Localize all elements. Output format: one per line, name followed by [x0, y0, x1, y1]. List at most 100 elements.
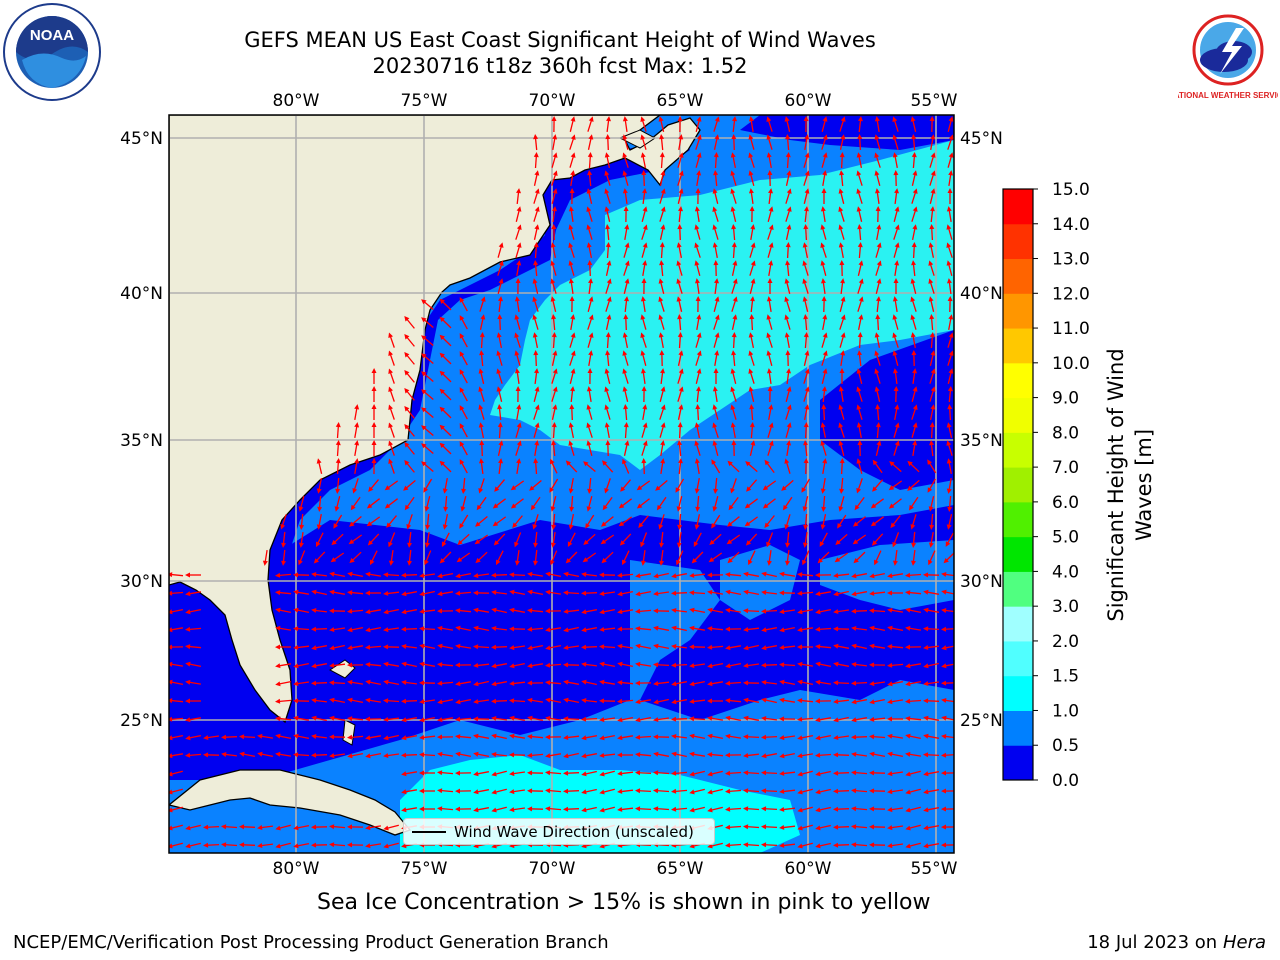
wind-arrow-head: [820, 422, 826, 428]
wind-arrow-head: [833, 806, 839, 812]
wind-arrow-head: [586, 206, 592, 212]
wind-arrow-head: [786, 224, 792, 230]
wind-arrow-head: [335, 422, 341, 428]
wind-arrow-head: [545, 608, 550, 614]
wind-arrow-head: [677, 314, 683, 320]
wind-arrow-head: [498, 296, 503, 302]
wind-arrow-head: [890, 522, 896, 529]
wind-arrow-head: [851, 842, 857, 848]
wind-arrow-head: [677, 332, 683, 338]
wind-arrow-head: [948, 134, 954, 140]
wind-arrow-head: [419, 591, 425, 597]
colorbar-tick-label: 2.0: [1052, 632, 1079, 652]
wind-arrow-head: [656, 504, 662, 511]
wind-arrow-head: [928, 260, 934, 266]
wind-arrow-head: [928, 296, 934, 302]
wind-arrow-head: [781, 485, 787, 491]
wind-arrow-head: [425, 524, 431, 530]
wind-arrow-head: [509, 663, 515, 669]
wind-arrow-head: [443, 506, 449, 512]
wind-arrow-head: [419, 626, 425, 632]
wind-arrow-head: [404, 334, 410, 340]
wind-arrow-head: [311, 572, 317, 577]
wind-arrow-head: [604, 488, 610, 494]
wind-arrow-head: [459, 459, 465, 465]
wind-arrow-head: [748, 386, 754, 392]
wind-arrow-head: [185, 843, 191, 849]
wind-arrow-head: [437, 591, 443, 597]
wind-arrow-head: [439, 424, 445, 430]
wind-arrow-head: [585, 523, 590, 529]
wind-arrow-head: [822, 170, 828, 176]
wind-arrow-head: [912, 440, 918, 446]
wind-arrow-head: [714, 278, 719, 284]
wind-arrow-head: [551, 422, 557, 428]
wind-arrow-head: [707, 752, 713, 758]
wind-arrow-head: [923, 825, 929, 831]
wind-arrow-head: [257, 843, 263, 848]
colorbar-segment: [1003, 258, 1033, 294]
wind-arrow-head: [887, 607, 893, 613]
wind-arrow-head: [658, 296, 664, 302]
wind-arrow-head: [545, 680, 551, 686]
wind-arrow-head: [784, 314, 790, 320]
wind-arrow-head: [622, 188, 628, 194]
wind-arrow-head: [695, 278, 700, 284]
wind-arrow-head: [725, 715, 731, 721]
wind-arrow-head: [329, 824, 335, 830]
wind-arrow-head: [707, 589, 713, 595]
wind-arrow-head: [514, 296, 520, 302]
wind-arrow-head: [750, 224, 756, 230]
wind-arrow-head: [820, 524, 826, 530]
wind-arrow-head: [732, 116, 737, 122]
wind-arrow-head: [334, 506, 340, 512]
wind-arrow-head: [785, 260, 791, 266]
colorbar-tick-label: 13.0: [1052, 250, 1090, 270]
wind-arrow-head: [856, 152, 862, 158]
wind-arrow-head: [275, 607, 281, 613]
wind-arrow-head: [641, 560, 646, 566]
lat-label-left: 45°N: [120, 129, 163, 149]
wind-arrow-head: [383, 843, 389, 849]
wind-arrow-head: [874, 116, 880, 122]
wind-arrow-head: [833, 661, 839, 667]
wind-arrow-head: [509, 607, 515, 613]
colorbar-segment: [1003, 536, 1033, 572]
wind-arrow-head: [856, 170, 862, 176]
wind-arrow-head: [689, 699, 695, 704]
wind-arrow-head: [653, 806, 659, 812]
wind-arrow-head: [892, 134, 898, 140]
wind-arrow-head: [911, 560, 916, 566]
wind-arrow-head: [624, 278, 630, 284]
wind-arrow-head: [329, 680, 335, 686]
wind-arrow-head: [743, 806, 749, 812]
wind-arrow-head: [833, 788, 839, 794]
wind-arrow-head: [784, 332, 790, 338]
wind-arrow-head: [923, 771, 929, 777]
wind-arrow-head: [659, 152, 665, 158]
wind-arrow-head: [498, 440, 504, 446]
ocean-low-northeast: [740, 115, 954, 150]
wind-arrow-head: [275, 825, 281, 831]
wind-arrow-head: [761, 571, 767, 577]
wind-arrow-head: [658, 116, 664, 122]
wind-arrow-head: [509, 733, 515, 739]
wind-arrow-head: [689, 573, 695, 578]
wind-arrow-head: [714, 332, 720, 338]
wind-arrow-head: [887, 825, 893, 831]
wind-arrow-head: [725, 806, 731, 812]
wind-arrow-head: [624, 440, 630, 446]
wind-arrow-head: [851, 608, 857, 614]
wind-arrow-head: [946, 260, 952, 266]
wind-arrow-head: [797, 807, 803, 813]
wind-arrow-head: [905, 843, 911, 849]
colorbar-tick-label: 12.0: [1052, 284, 1090, 304]
wind-arrow-head: [388, 332, 393, 338]
wind-arrow-head: [748, 134, 754, 140]
wind-arrow-head: [838, 188, 844, 194]
wind-arrow-head: [929, 440, 934, 446]
wind-arrow-head: [815, 717, 821, 723]
colorbar-segment: [1003, 432, 1033, 468]
wind-arrow-head: [784, 296, 790, 302]
